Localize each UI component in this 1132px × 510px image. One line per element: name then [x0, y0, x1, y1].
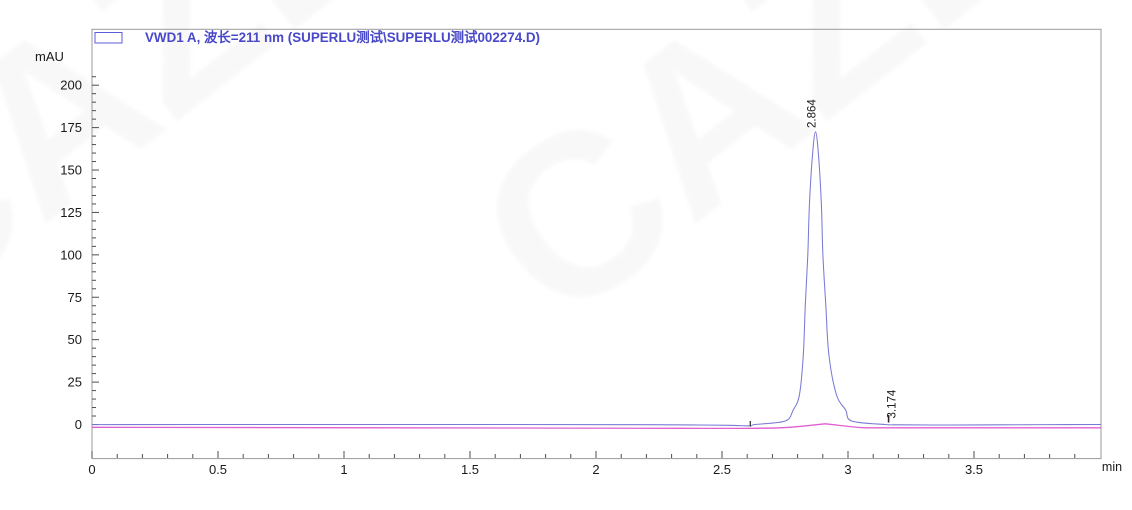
svg-text:VWD1 A, 波长=211 nm (SUPERLU测试\S: VWD1 A, 波长=211 nm (SUPERLU测试\SUPERLU测试00… [145, 29, 540, 45]
svg-text:0: 0 [75, 417, 82, 432]
svg-text:200: 200 [60, 78, 82, 93]
svg-text:3.5: 3.5 [965, 462, 983, 477]
svg-text:100: 100 [60, 247, 82, 262]
svg-text:125: 125 [60, 205, 82, 220]
svg-text:150: 150 [60, 163, 82, 178]
svg-text:25: 25 [68, 375, 82, 390]
svg-text:75: 75 [68, 290, 82, 305]
svg-text:175: 175 [60, 120, 82, 135]
svg-text:3: 3 [844, 462, 851, 477]
svg-text:50: 50 [68, 332, 82, 347]
svg-text:1: 1 [340, 462, 347, 477]
svg-text:0: 0 [88, 462, 95, 477]
svg-text:mAU: mAU [35, 49, 64, 64]
svg-text:0.5: 0.5 [209, 462, 227, 477]
svg-text:2.864: 2.864 [807, 99, 819, 128]
svg-text:2.5: 2.5 [713, 462, 731, 477]
svg-text:1.5: 1.5 [461, 462, 479, 477]
svg-text:2: 2 [592, 462, 599, 477]
svg-text:min: min [1102, 460, 1122, 474]
svg-text:3.174: 3.174 [887, 389, 899, 418]
